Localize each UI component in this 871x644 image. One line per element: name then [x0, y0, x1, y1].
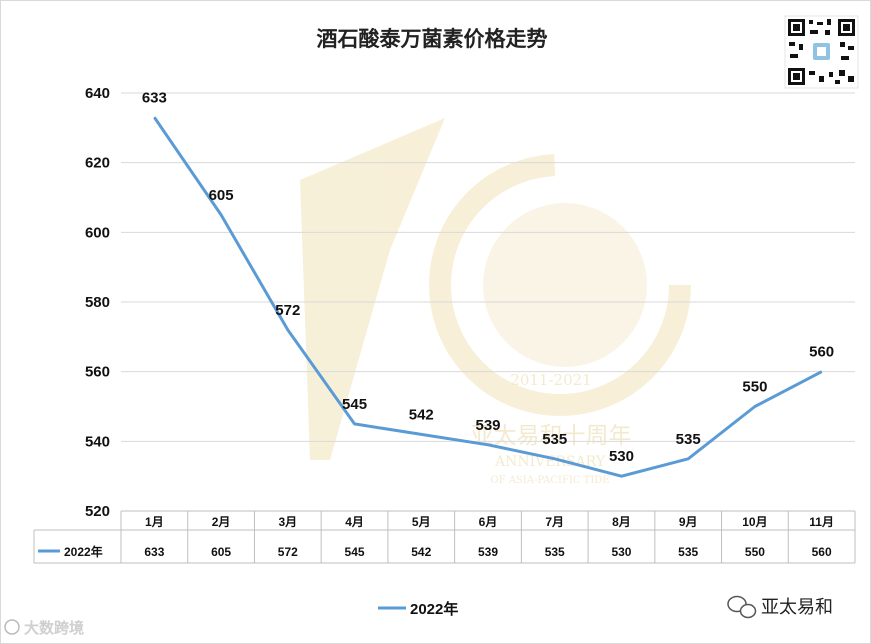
data-point — [687, 458, 689, 460]
footer-right-text: 亚太易和 — [761, 597, 833, 617]
table-value-cell: 530 — [611, 545, 631, 559]
watermark-en-text-2: OF ASIA-PACIFIC TIDE — [490, 475, 609, 486]
data-label: 542 — [409, 406, 434, 423]
footer-left-brand: 大数跨境 — [4, 619, 84, 637]
data-point — [220, 214, 222, 216]
watermark-cn-text: 亚太易和十周年 — [471, 423, 632, 449]
table-header-cell: 7月 — [545, 515, 564, 529]
data-point — [754, 406, 756, 407]
footer-left-text: 大数跨境 — [24, 619, 84, 637]
table-header-cell: 9月 — [679, 515, 698, 529]
legend-label: 2022年 — [410, 600, 458, 618]
series-2022 — [153, 116, 823, 478]
data-point — [354, 423, 356, 425]
data-label: 633 — [142, 89, 167, 106]
footer-right-brand: 亚太易和 — [727, 595, 833, 619]
table-value-cell: 542 — [411, 545, 431, 559]
anniversary-watermark: 2011-2021 亚太易和十周年 ANNIVERSARY OF ASIA-PA… — [300, 118, 691, 486]
data-label: 535 — [542, 431, 567, 448]
data-table: 1月 2月 3月 4月 5月 6月 7月 8月 9月 10月 11月 2022年 633 605 572 54… — [33, 510, 856, 564]
data-label: 545 — [342, 396, 367, 413]
data-label: 572 — [275, 302, 300, 319]
table-header-cell: 5月 — [412, 515, 431, 529]
y-tick-label: 580 — [85, 294, 110, 311]
table-row-label: 2022年 — [64, 544, 103, 559]
data-labels: 633 605 572 545 542 539 535 530 535 550 560 — [142, 89, 834, 465]
table-value-cell: 550 — [745, 545, 765, 559]
y-tick-label: 560 — [85, 364, 110, 381]
data-label: 539 — [475, 417, 500, 434]
table-value-cell: 545 — [345, 545, 365, 559]
watermark-years: 2011-2021 — [510, 371, 591, 389]
qr-code-icon — [784, 15, 859, 89]
table-header-cell: 10月 — [742, 515, 767, 529]
data-point — [554, 458, 556, 460]
data-label: 605 — [209, 187, 234, 204]
table-value-cell: 572 — [278, 545, 298, 559]
data-point — [287, 329, 289, 331]
table-value-cell: 560 — [812, 545, 832, 559]
wechat-icon — [727, 595, 757, 619]
data-point — [620, 475, 622, 477]
y-tick-label: 540 — [85, 433, 110, 450]
table-header-cell: 2月 — [212, 515, 231, 529]
data-label: 530 — [609, 448, 634, 465]
table-header-cell: 6月 — [479, 515, 498, 529]
data-point — [821, 371, 823, 373]
data-point — [487, 444, 489, 446]
data-label: 535 — [676, 431, 701, 448]
table-header-cell: 3月 — [278, 515, 297, 529]
table-header-cell: 11月 — [809, 515, 834, 529]
legend: 2022年 — [378, 600, 458, 618]
table-header-cell: 1月 — [145, 515, 164, 529]
table-header-cell: 4月 — [345, 515, 364, 529]
watermark-globe-icon — [483, 203, 647, 367]
data-label: 560 — [809, 344, 834, 361]
y-tick-label: 620 — [85, 155, 110, 172]
data-label: 550 — [742, 379, 767, 396]
table-value-cell: 539 — [478, 545, 498, 559]
table-value-cell: 633 — [144, 545, 164, 559]
table-header-cell: 8月 — [612, 515, 631, 529]
brand-logo-icon — [4, 619, 20, 635]
table-value-cell: 535 — [545, 545, 565, 559]
y-tick-label: 520 — [85, 503, 110, 520]
data-point — [153, 116, 155, 118]
chart-title: 酒石酸泰万菌素价格走势 — [317, 26, 548, 51]
y-axis-ticks: 520 540 560 580 600 620 640 — [85, 85, 110, 520]
watermark-zero-ring — [429, 154, 691, 416]
y-tick-label: 640 — [85, 85, 110, 102]
watermark-one-shape — [300, 118, 445, 460]
data-point — [420, 433, 422, 435]
table-value-cell: 605 — [211, 545, 231, 559]
table-value-cell: 535 — [678, 545, 698, 559]
y-tick-label: 600 — [85, 224, 110, 241]
